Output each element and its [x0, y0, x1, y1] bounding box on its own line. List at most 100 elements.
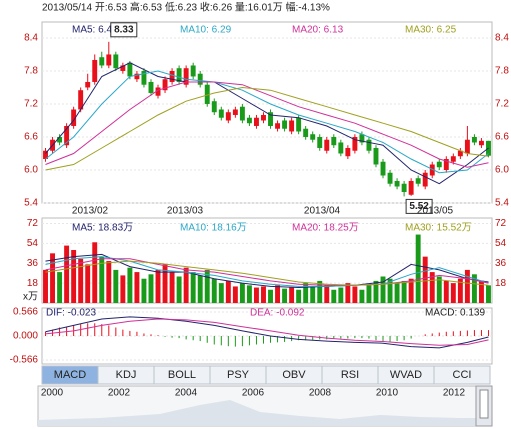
- volume-bar: [204, 269, 210, 303]
- volume-bar: [57, 272, 63, 303]
- y-tick-label-right: 36: [495, 258, 507, 269]
- candle-body: [141, 70, 147, 85]
- candle-body: [183, 68, 189, 85]
- volume-bar: [120, 275, 126, 303]
- volume-bar: [50, 253, 56, 303]
- candle-body: [457, 150, 463, 157]
- volume-bar: [162, 264, 168, 303]
- tab[interactable]: [433, 365, 491, 385]
- macd-label: MACD: 0.139: [425, 308, 485, 319]
- candle-body: [387, 172, 393, 184]
- candle-body: [422, 172, 428, 187]
- candle-body: [127, 62, 133, 77]
- y-tick-label: 36: [27, 258, 39, 269]
- candle-body: [218, 109, 224, 118]
- candle-body: [57, 136, 63, 143]
- y-tick-label-right: 5.4: [495, 198, 509, 209]
- ma-line: [45, 318, 489, 346]
- volume-bar: [380, 276, 386, 303]
- candle-body: [268, 112, 273, 126]
- y-tick-label: 6.6: [24, 132, 38, 143]
- candle-body: [99, 57, 105, 66]
- volume-bar: [359, 289, 365, 303]
- tab-label[interactable]: PSY: [227, 369, 250, 381]
- candle-body: [211, 101, 217, 113]
- volume-bar: [155, 269, 161, 303]
- candle-body: [239, 106, 245, 121]
- volume-bar: [310, 286, 316, 303]
- candle-body: [155, 87, 161, 96]
- volume-bar: [338, 287, 344, 303]
- volume-bar: [246, 285, 252, 303]
- candle-body: [429, 164, 435, 176]
- scroll-grip[interactable]: [479, 389, 489, 419]
- candle-body: [408, 180, 414, 195]
- tab-label[interactable]: CCI: [453, 369, 472, 381]
- tab-label[interactable]: RSI: [341, 369, 359, 381]
- volume-bar: [373, 280, 379, 303]
- tab-label[interactable]: WVAD: [390, 369, 422, 381]
- volume-bar: [43, 269, 48, 303]
- tab-label[interactable]: MACD: [54, 369, 86, 381]
- annotation-box: [405, 198, 433, 214]
- candle-body: [275, 123, 281, 129]
- volume-bar: [324, 285, 330, 303]
- candle-body: [366, 139, 372, 151]
- candle-body: [43, 150, 48, 159]
- y-tick-label: 0.000: [13, 331, 38, 342]
- volume-bar: [478, 280, 484, 303]
- volume-bar: [457, 278, 463, 303]
- x-tick-label: 2013/04: [304, 206, 341, 217]
- ma-line: [45, 316, 489, 349]
- volume-panel: [41, 217, 493, 304]
- candle-body: [253, 117, 259, 126]
- candle-body: [464, 139, 470, 154]
- candle-body: [373, 147, 379, 165]
- ma-line: [45, 253, 489, 289]
- volume-bar: [253, 287, 259, 303]
- volume-bar: [71, 250, 77, 303]
- volume-bar: [429, 272, 435, 303]
- candle-body: [436, 161, 442, 168]
- annotation-box: [110, 22, 138, 38]
- timeline-year: 2004: [175, 388, 198, 399]
- volume-bar: [436, 276, 442, 303]
- volume-bar: [78, 258, 84, 303]
- ma-line: [45, 70, 489, 174]
- candle-body: [176, 68, 182, 82]
- volume-bar: [261, 286, 266, 303]
- volume-bar: [331, 289, 337, 303]
- candle-body: [303, 128, 309, 137]
- ma-line: [45, 86, 489, 171]
- y-tick-label: 0.566: [13, 307, 38, 318]
- timeline-year: 2010: [376, 388, 399, 399]
- candle-body: [478, 140, 484, 146]
- volume-bar: [443, 280, 449, 303]
- ma-line: [45, 260, 489, 286]
- legend-label: MA20: 6.13: [292, 25, 344, 36]
- volume-bar: [239, 283, 245, 303]
- volume-bar: [282, 288, 288, 303]
- tab-label[interactable]: KDJ: [116, 369, 137, 381]
- volume-bar: [394, 283, 400, 303]
- volume-bar: [197, 275, 203, 303]
- candle-body: [71, 109, 77, 126]
- candle-body: [113, 54, 119, 69]
- timeline-year: 2006: [242, 388, 265, 399]
- volume-bar: [289, 287, 295, 303]
- volume-bar: [113, 269, 119, 303]
- volume-bar: [352, 286, 358, 303]
- volume-unit: x万: [23, 292, 38, 303]
- y-tick-label-right: 6.6: [495, 132, 509, 143]
- volume-bar: [99, 256, 105, 303]
- legend-label: MA10: 18.16万: [180, 223, 247, 234]
- header: 2013/05/14 开:6.53 高:6.53 低:6.23 收:6.26 量…: [42, 1, 330, 14]
- y-tick-label: 72: [27, 218, 39, 229]
- tab-label[interactable]: OBV: [282, 369, 306, 381]
- tab-label[interactable]: BOLL: [168, 369, 196, 381]
- volume-bar: [345, 283, 351, 303]
- candle-body: [324, 139, 330, 151]
- candle-body: [78, 90, 84, 110]
- legend-label: MA30: 6.25: [405, 25, 457, 36]
- legend-label: MA30: 15.52万: [405, 223, 472, 234]
